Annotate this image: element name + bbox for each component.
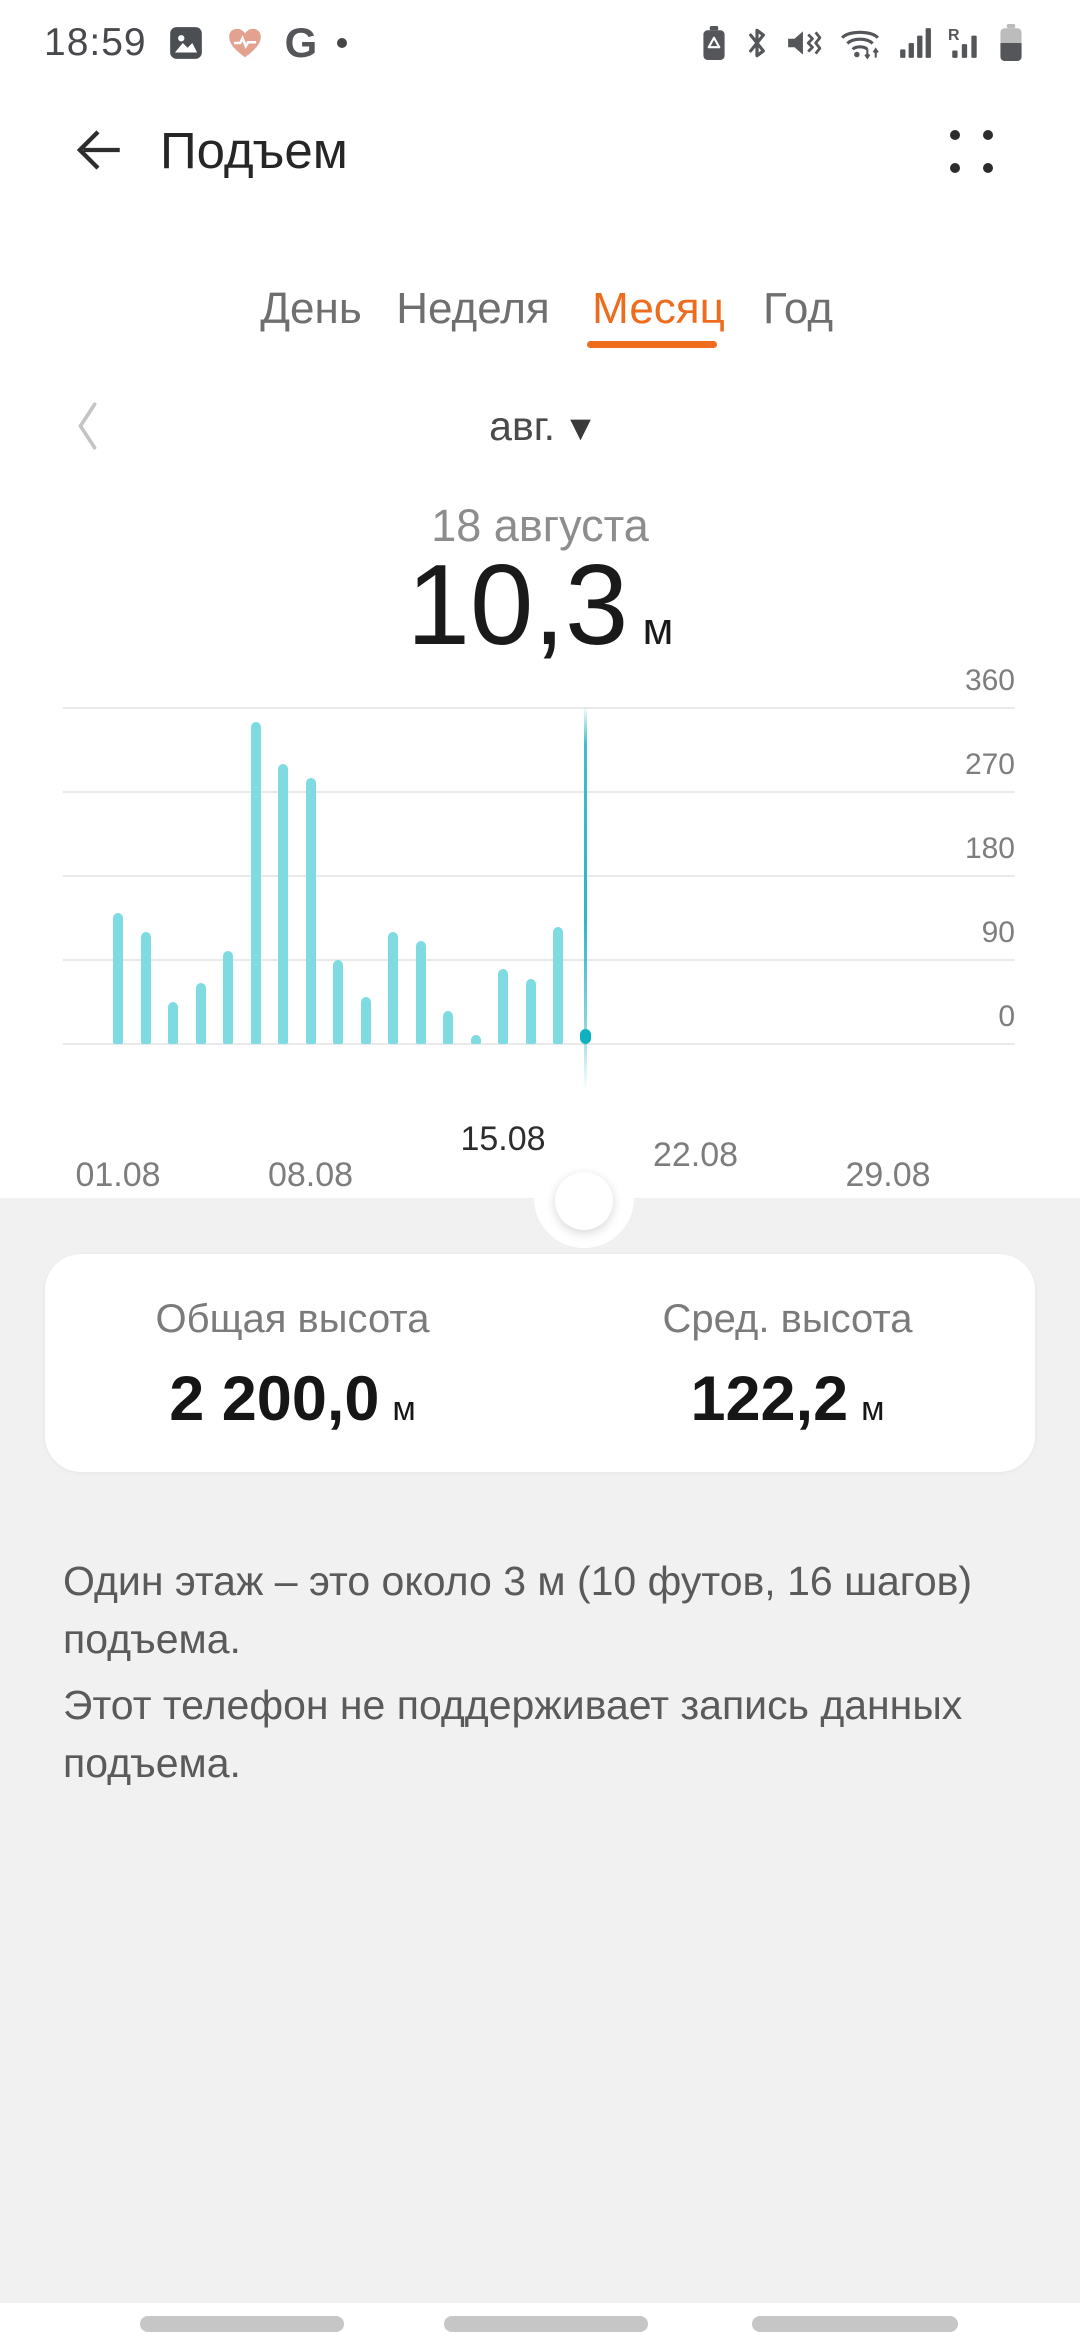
gridline-90 [63,959,1015,961]
bar-day-5[interactable] [223,951,233,1044]
selected-value-row: 10,3 м [0,542,1080,669]
month-label: авг. [489,402,556,449]
bar-day-18-selected[interactable] [580,1029,591,1044]
status-bar-right: R [700,24,1024,62]
tab-underline [587,341,717,348]
selected-value-unit: м [642,603,674,654]
gridline-180 [63,875,1015,877]
x-label-01.08: 01.08 [75,1156,161,1194]
nav-home-hint[interactable] [444,2316,648,2332]
bar-day-9[interactable] [333,960,343,1044]
triangle-down-icon: ▼ [570,412,591,444]
heart-pulse-icon [228,28,261,58]
bar-day-1[interactable] [113,913,123,1044]
google-g-icon: G [284,19,318,66]
prev-month-button[interactable] [52,396,122,456]
x-label-22.08: 22.08 [652,1136,739,1174]
sheet-drag-handle[interactable] [555,1172,613,1230]
bar-day-12[interactable] [415,941,426,1044]
selected-date-label: 18 августа [431,500,649,551]
nav-back-hint[interactable] [752,2316,958,2332]
x-label-08.08: 08.08 [267,1156,354,1194]
bar-day-11[interactable] [388,932,398,1044]
bar-day-2[interactable] [140,932,151,1044]
status-bar: 18:59 G [0,0,1080,80]
wifi-arrows-icon [840,30,880,60]
summary-card: Общая высота 2 200,0 м Сред. высота 122,… [45,1254,1035,1472]
total-height-column: Общая высота 2 200,0 м [45,1254,540,1472]
tab-day[interactable]: День [260,284,362,333]
bar-day-4[interactable] [195,983,206,1044]
back-button[interactable] [58,108,138,192]
bar-day-15[interactable] [498,969,508,1044]
battery-icon [1000,24,1022,61]
note-floor-definition: Один этаж – это около 3 м (10 футов, 16 … [63,1558,973,1662]
total-height-unit: м [392,1390,416,1428]
bar-day-13[interactable] [443,1011,453,1044]
header: Подъем [0,80,1080,220]
dot [983,130,993,140]
x-label-15.08: 15.08 [460,1120,546,1158]
mute-vibrate-icon [788,31,822,55]
page-title: Подъем [160,121,348,179]
bar-day-7[interactable] [278,764,288,1044]
dot [950,163,960,173]
battery-saver-icon [703,26,725,60]
y-tick-label-180: 180 [964,832,1015,865]
avg-height-label: Сред. высота [662,1297,913,1341]
gridline-0 [63,1043,1015,1045]
x-label-29.08: 29.08 [845,1156,931,1194]
y-tick-label-360: 360 [964,664,1015,697]
notification-dot [337,38,348,48]
svg-text:R: R [948,27,960,44]
avg-height-value: 122,2 [690,1364,849,1434]
bar-day-3[interactable] [168,1002,178,1044]
signal-bars-icon [900,28,931,58]
gridline-270 [63,791,1015,793]
tab-week[interactable]: Неделя [396,284,550,333]
dot [950,130,960,140]
note-unsupported: Этот телефон не поддерживает запись данн… [63,1682,963,1786]
photo-icon [169,27,202,59]
bar-day-14[interactable] [470,1035,481,1044]
bar-day-10[interactable] [360,997,371,1044]
dot [983,163,993,173]
total-height-label: Общая высота [155,1297,430,1341]
tab-month[interactable]: Месяц [592,284,725,333]
arrow-left-icon [76,130,120,170]
selected-value: 10,3 [406,542,629,669]
status-bar-left: 18:59 G [44,19,348,66]
total-height-value: 2 200,0 [169,1364,380,1434]
chevron-left-icon [78,402,97,450]
period-tabs: День Неделя Месяц Год [0,268,1080,360]
grid-dots-menu-button[interactable] [950,130,1010,182]
bar-day-16[interactable] [525,979,536,1044]
bluetooth-icon [749,28,765,58]
signal-roaming-icon: R [948,27,977,58]
avg-height-unit: м [861,1390,885,1428]
tab-year[interactable]: Год [762,284,834,333]
month-selector-row: авг. ▼ [0,396,1080,456]
y-tick-label-270: 270 [964,748,1015,781]
y-tick-label-90: 90 [981,916,1015,949]
bottom-nav-bar [0,2303,1080,2340]
bar-day-8[interactable] [305,778,316,1044]
y-tick-label-0: 0 [998,1000,1015,1033]
nav-recents-hint[interactable] [140,2316,344,2332]
gridline-360 [63,707,1015,709]
avg-height-column: Сред. высота 122,2 м [540,1254,1035,1472]
bar-day-6[interactable] [250,722,261,1044]
clock: 18:59 [44,21,147,64]
month-dropdown[interactable]: авг. ▼ [0,396,1080,456]
bar-day-17[interactable] [553,927,563,1044]
